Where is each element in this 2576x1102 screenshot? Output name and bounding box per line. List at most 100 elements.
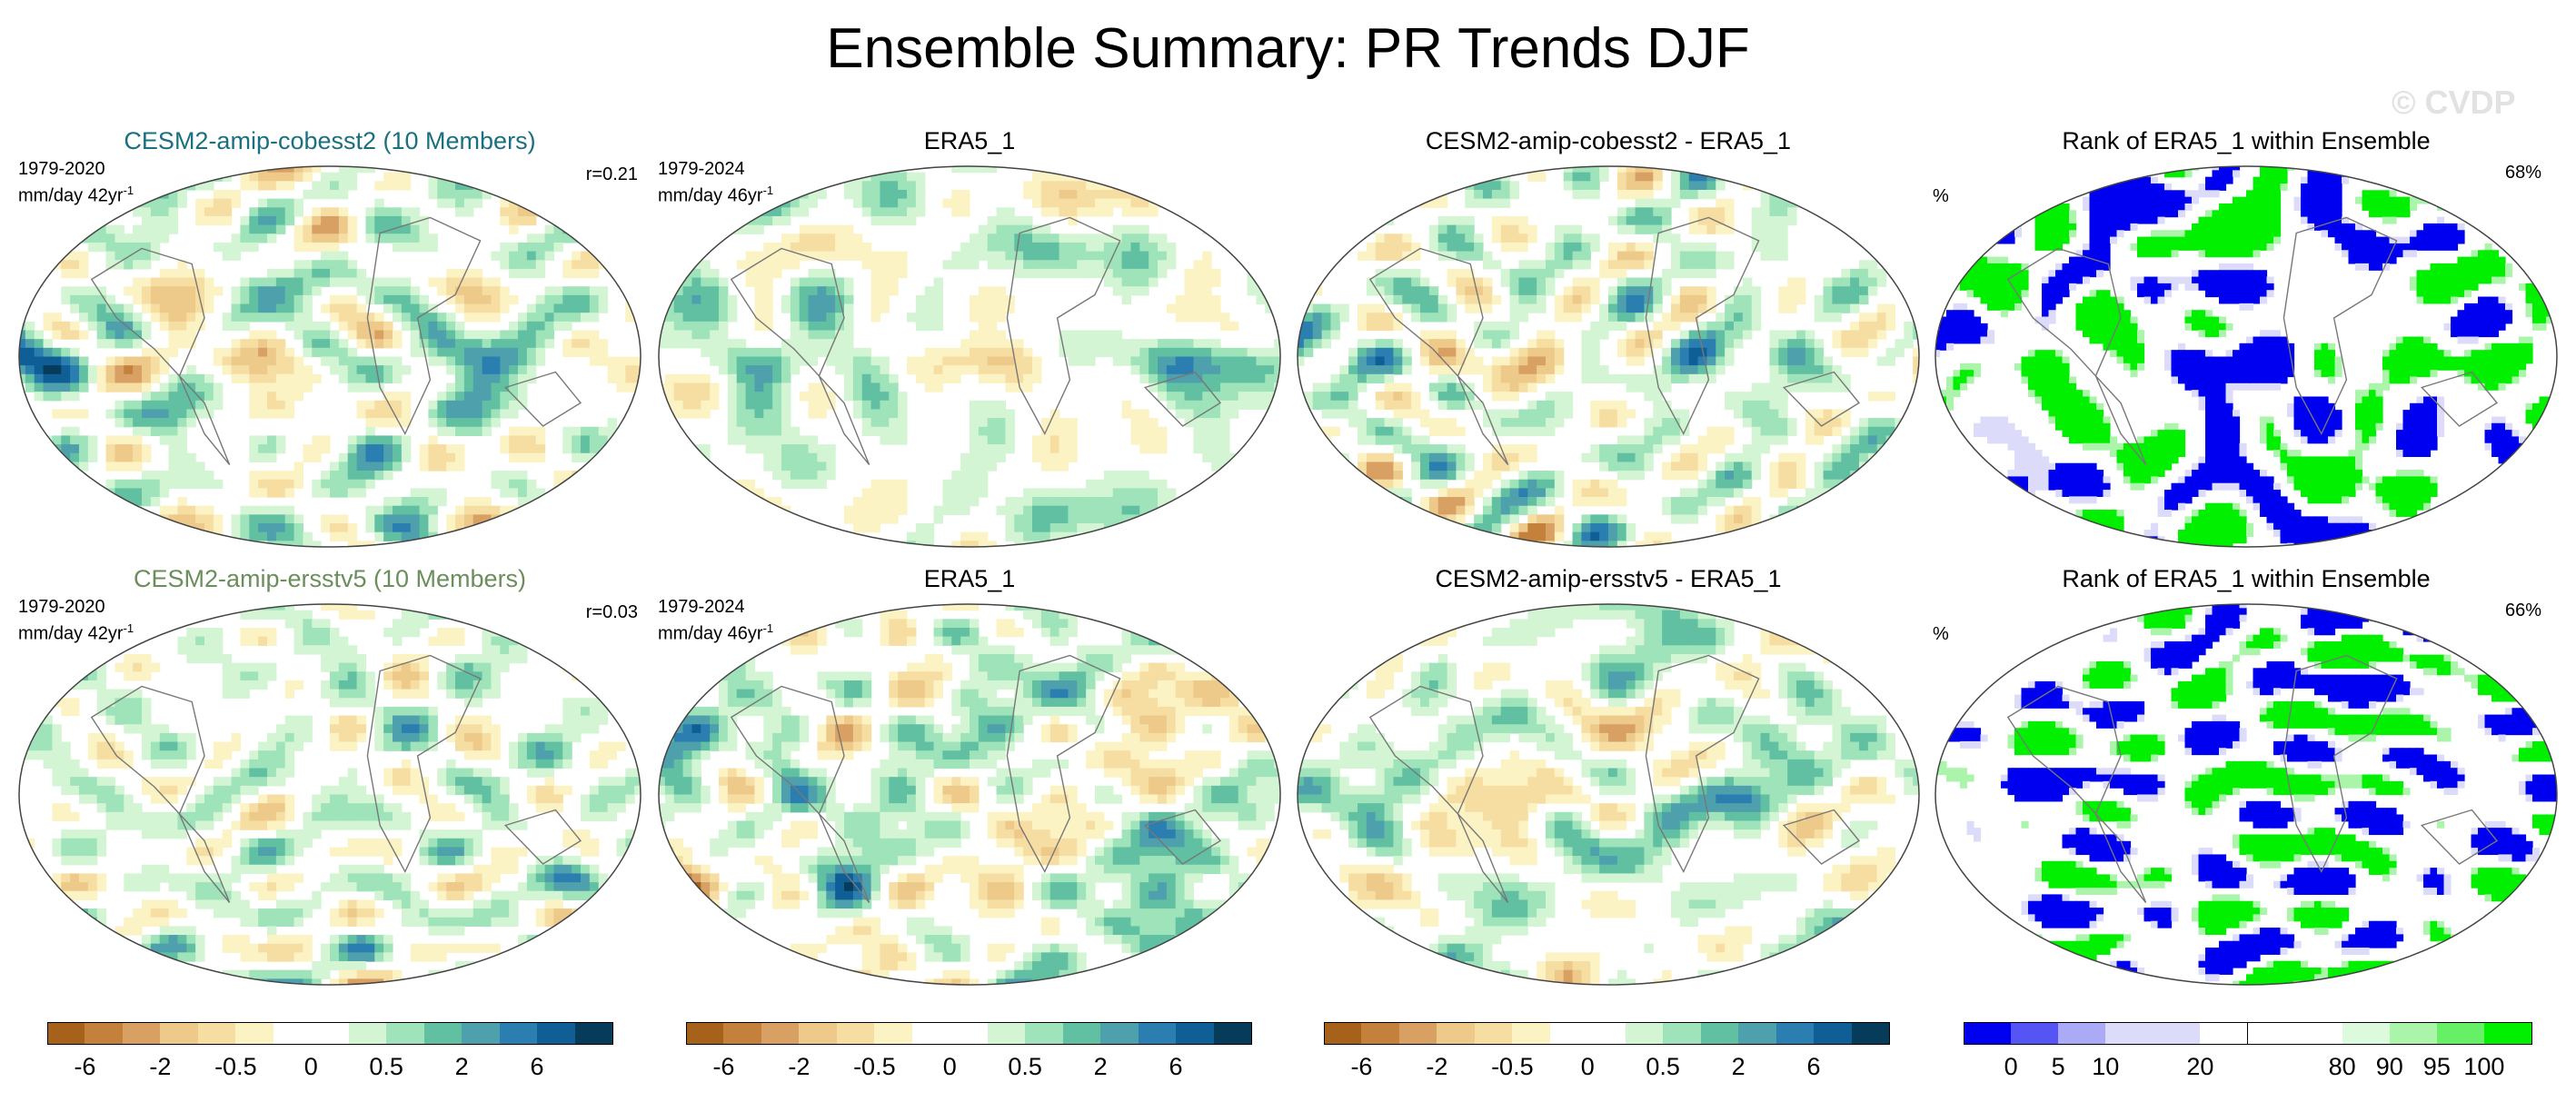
period-label: 1979-2024 — [658, 159, 745, 179]
colorbar-swatch — [1361, 1022, 1400, 1045]
colorbar-swatch — [2105, 1022, 2154, 1045]
colorbar-swatch — [273, 1022, 313, 1045]
coastlines — [730, 216, 1222, 465]
colorbar-swatch — [537, 1022, 576, 1045]
colorbar-tick-label: -2 — [149, 1053, 172, 1080]
colorbar-tick-label: -0.5 — [853, 1053, 896, 1080]
colorbar-tick-label: 2 — [454, 1053, 469, 1080]
colorbar-swatch — [686, 1022, 725, 1045]
colorbar-tick-label: -0.5 — [214, 1053, 257, 1080]
colorbar-swatch — [47, 1022, 86, 1045]
map-panel-r2-c2: ERA5_1 1979-2024 mm/day 46yr-1 — [656, 565, 1283, 988]
colorbar-tick-label: -2 — [788, 1053, 811, 1080]
colorbar-tick-label: -2 — [1426, 1053, 1448, 1080]
world-map — [658, 603, 1281, 986]
colorbar-swatch — [723, 1022, 762, 1045]
units-text: mm/day 42yr — [18, 185, 124, 206]
colorbar-swatch — [197, 1022, 237, 1045]
colorbar-swatch — [1138, 1022, 1178, 1045]
colorbar-swatch — [1587, 1022, 1626, 1045]
colorbar-tick-label: -0.5 — [1491, 1053, 1534, 1080]
map-border — [1934, 603, 2558, 986]
colorbar-swatch — [348, 1022, 388, 1045]
map-border — [1297, 165, 1920, 548]
units-exponent: -1 — [123, 184, 134, 197]
colorbar-swatch — [2200, 1022, 2249, 1045]
colorbar-swatch — [462, 1022, 501, 1045]
rank-percent-label: 66% — [2504, 601, 2541, 620]
units-text: mm/day 46yr — [658, 623, 763, 644]
colorbar-swatch — [911, 1022, 951, 1045]
colorbar-3: -6 -2 -0.5 0 0.5 2 6 — [1324, 1022, 1890, 1090]
map-panel-r1-c4: Rank of ERA5_1 within Ensemble% 68% — [1933, 127, 2560, 550]
world-map — [18, 603, 642, 986]
correlation-label: r=0.03 — [585, 602, 638, 622]
colorbar-swatch — [1964, 1022, 2013, 1045]
colorbar-swatch — [2011, 1022, 2060, 1045]
colorbar-tick-label: 0.5 — [1646, 1053, 1680, 1080]
colorbar-swatch — [761, 1022, 801, 1045]
world-map — [1934, 603, 2558, 986]
colorbar-swatch — [574, 1022, 613, 1045]
coastlines — [730, 654, 1222, 903]
colorbar-swatch — [423, 1022, 463, 1045]
colorbar-tick-label: 0 — [942, 1053, 957, 1080]
colorbar-swatch — [122, 1022, 162, 1045]
colorbar-tick-label: 95 — [2422, 1053, 2451, 1080]
colorbar-swatch — [2058, 1022, 2107, 1045]
cvdp-watermark: © CVDP — [2392, 84, 2516, 121]
map-panel-r2-c4: Rank of ERA5_1 within Ensemble% 66% — [1933, 565, 2560, 988]
colorbar-swatch — [499, 1022, 539, 1045]
colorbar-swatch — [2342, 1022, 2391, 1045]
map-panel-r1-c1: CESM2-amip-cobesst2 (10 Members) 1979-202… — [16, 127, 643, 550]
colorbar-tick-label: 80 — [2328, 1053, 2356, 1080]
coastlines — [90, 216, 582, 465]
coastlines — [1368, 654, 1861, 903]
map-border — [658, 603, 1281, 986]
colorbar-tick-label: 0 — [1580, 1053, 1595, 1080]
colorbar-swatch — [1549, 1022, 1589, 1045]
map-panel-r1-c3: CESM2-amip-cobesst2 - ERA5_1 — [1295, 127, 1922, 550]
colorbar-tick-label: 0.5 — [1008, 1053, 1042, 1080]
colorbar-swatch — [2389, 1022, 2438, 1045]
colorbar-swatch — [1100, 1022, 1139, 1045]
units-exponent: -1 — [762, 621, 774, 635]
units-label: mm/day 46yr-1 — [658, 618, 773, 645]
colorbar-swatch — [1437, 1022, 1476, 1045]
map-panel-r2-c1: CESM2-amip-ersstv5 (10 Members) 1979-2020… — [16, 565, 643, 988]
colorbar-swatch — [311, 1022, 350, 1045]
colorbar-swatch — [2247, 1022, 2296, 1045]
panel-title: Rank of ERA5_1 within Ensemble — [2062, 565, 2431, 592]
colorbar-swatch — [987, 1022, 1027, 1045]
period-label: 1979-2024 — [658, 597, 745, 617]
units-exponent: -1 — [762, 184, 774, 197]
colorbar-swatch — [85, 1022, 124, 1045]
colorbar-tick-label: 6 — [1169, 1053, 1183, 1080]
colorbar-swatch — [1512, 1022, 1551, 1045]
panel-title: CESM2-amip-cobesst2 - ERA5_1 — [1425, 127, 1792, 154]
units-text: % — [1933, 186, 1949, 206]
units-exponent: -1 — [123, 621, 134, 635]
coastlines — [2006, 216, 2499, 465]
colorbar-tick-label: -6 — [712, 1053, 735, 1080]
map-border — [18, 165, 642, 548]
colorbar-tick-label: 2 — [1731, 1053, 1746, 1080]
colorbar-swatch — [2294, 1022, 2343, 1045]
world-map — [1297, 603, 1920, 986]
coastlines — [2006, 654, 2499, 903]
colorbar-tick-label: 90 — [2375, 1053, 2403, 1080]
colorbar-tick-label: 6 — [530, 1053, 544, 1080]
colorbar-2: -6 -2 -0.5 0 0.5 2 6 — [686, 1022, 1252, 1090]
coastlines — [90, 654, 582, 903]
colorbar-swatch — [160, 1022, 199, 1045]
world-map — [18, 165, 642, 548]
world-map — [1297, 165, 1920, 548]
colorbar-tick-label: 2 — [1093, 1053, 1108, 1080]
colorbar-4: 0 5 10 20 80 90 95 100 — [1964, 1022, 2532, 1090]
correlation-label: r=0.21 — [585, 164, 638, 184]
colorbar-swatch — [1625, 1022, 1665, 1045]
colorbar-swatch — [874, 1022, 913, 1045]
panel-title: ERA5_1 — [923, 127, 1016, 154]
colorbar-tick-label: 0 — [303, 1053, 318, 1080]
colorbar-swatch — [1398, 1022, 1438, 1045]
